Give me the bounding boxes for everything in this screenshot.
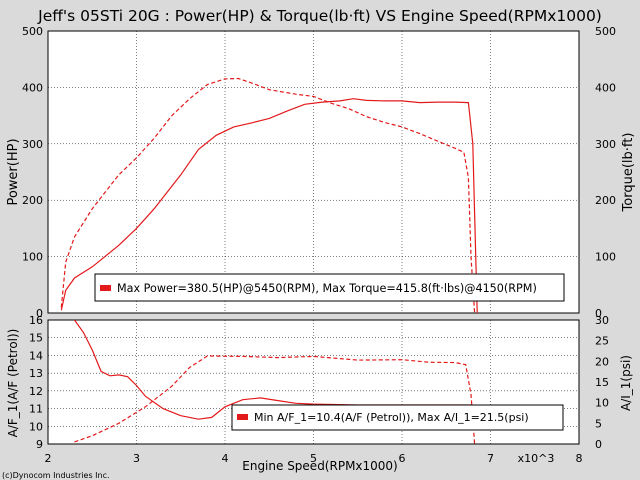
- y-tick-label: 300: [22, 138, 43, 151]
- y-right-tick-label: 300: [595, 138, 616, 151]
- y-tick-label: 12: [29, 385, 43, 398]
- y-right-tick-label: 0: [595, 307, 602, 320]
- y-right-tick-label: 25: [595, 335, 609, 348]
- af-boost-panel: 2 3 4 5 6 7 8 9 10 11 12 13 14 15 16 0 5 10 15 20 25 30 A/F_1…: [6, 314, 633, 473]
- y-tick-label: 15: [29, 332, 43, 345]
- y-right-tick-label: 500: [595, 25, 616, 38]
- bottom-legend-box: [231, 404, 564, 431]
- x-tick-label: 5: [310, 452, 317, 465]
- bottom-legend: Min A/F_1=10.4(A/F (Petrol)), Max A/I_1=…: [231, 404, 564, 431]
- y-tick-label: 14: [29, 349, 43, 362]
- x-tick-label: 6: [399, 452, 406, 465]
- x-tick-label: 8: [576, 452, 583, 465]
- y-tick-label: 100: [22, 251, 43, 264]
- series-line-solid: [74, 319, 473, 420]
- x-tick-label: 2: [45, 452, 52, 465]
- y-tick-label: 0: [36, 307, 43, 320]
- series-line-solid: [60, 98, 478, 314]
- y-right-tick-label: 400: [595, 81, 616, 94]
- bottom-ylabel-right: A/I_1(psi): [619, 355, 633, 411]
- top-ylabel-right: Torque(lb·ft): [621, 133, 636, 213]
- y-tick-label: 11: [29, 403, 43, 416]
- x-tick-label: 3: [133, 452, 140, 465]
- y-right-tick-label: 0: [595, 438, 602, 451]
- chart-title: Jeff's 05STi 20G : Power(HP) & Torque(lb…: [37, 7, 602, 25]
- top-legend: Max Power=380.5(HP)@5450(RPM), Max Torqu…: [94, 273, 565, 302]
- power-torque-panel: 0 100 200 300 400 500 0 100 200 300 400 500 Power(H…: [6, 25, 636, 320]
- y-tick-label: 9: [36, 438, 43, 451]
- y-right-tick-label: 30: [595, 314, 609, 327]
- x-multiplier-label: x10^3: [518, 452, 555, 465]
- series-line-dashed: [60, 77, 476, 314]
- bottom-legend-text: Min A/F_1=10.4(A/F (Petrol)), Max A/I_1=…: [254, 411, 529, 424]
- y-right-tick-label: 10: [595, 397, 609, 410]
- top-legend-text: Max Power=380.5(HP)@5450(RPM), Max Torqu…: [117, 282, 537, 295]
- bottom-ylabel: A/F_1(A/F (Petrol)): [6, 329, 20, 438]
- y-right-tick-label: 200: [595, 194, 616, 207]
- top-ylabel: Power(HP): [6, 138, 21, 205]
- y-right-tick-label: 5: [595, 417, 602, 430]
- footer-copyright: (c)Dynocom Industries Inc.: [2, 471, 110, 480]
- y-tick-label: 13: [29, 367, 43, 380]
- y-right-tick-label: 15: [595, 376, 609, 389]
- y-tick-label: 10: [29, 420, 43, 433]
- x-axis-label: Engine Speed(RPMx1000): [242, 459, 398, 473]
- x-tick-label: 4: [222, 452, 229, 465]
- bottom-legend-swatch: [237, 414, 248, 420]
- y-tick-label: 500: [22, 25, 43, 38]
- top-legend-box: [94, 273, 565, 302]
- y-tick-label: 200: [22, 194, 43, 207]
- y-right-tick-label: 20: [595, 355, 609, 368]
- top-legend-swatch: [100, 285, 111, 291]
- x-tick-label: 7: [487, 452, 494, 465]
- series-line-dashed: [74, 355, 476, 445]
- y-tick-label: 16: [29, 314, 43, 327]
- y-tick-label: 400: [22, 81, 43, 94]
- y-right-tick-label: 100: [595, 251, 616, 264]
